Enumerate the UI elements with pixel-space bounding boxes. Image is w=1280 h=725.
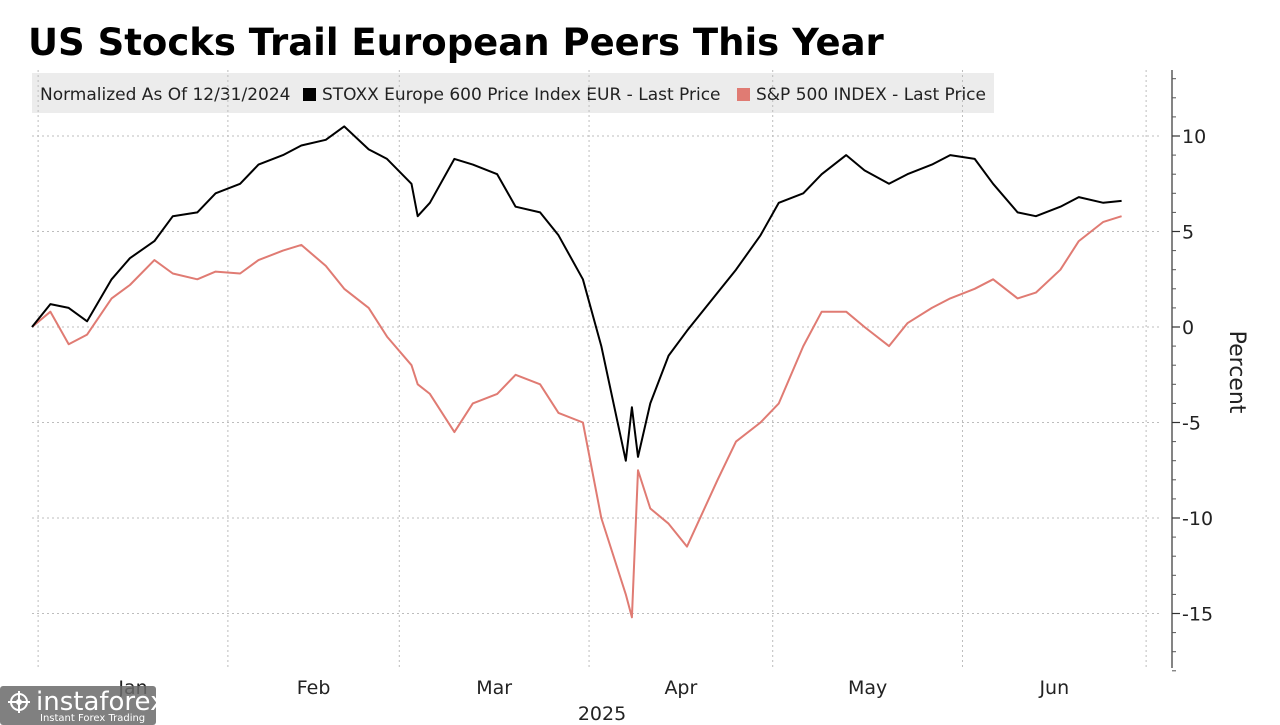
watermark: instaforex Instant Forex Trading [0,686,165,725]
series-lines [31,125,1122,619]
y-tick-label: -15 [1182,604,1213,626]
watermark-background [0,686,156,725]
legend-bar [32,73,994,113]
series-line-sp500 [31,215,1122,619]
x-month-label: May [848,677,887,699]
y-axis-title: Percent [1224,331,1249,414]
y-tick-label: -5 [1182,413,1201,435]
x-month-label: Mar [476,677,512,699]
legend-label-stoxx: STOXX Europe 600 Price Index EUR - Last … [322,85,721,105]
x-month-label: Jun [1038,677,1069,699]
gridlines [32,70,1160,668]
x-axis-year: 2025 [578,703,626,725]
x-month-label: Apr [664,677,697,699]
chart-title: US Stocks Trail European Peers This Year [28,21,885,64]
y-tick-label: 10 [1182,126,1206,148]
watermark-brand: instaforex [36,687,165,717]
legend-label-sp500: S&P 500 INDEX - Last Price [756,85,986,105]
series-line-stoxx [31,125,1122,462]
legend-header: Normalized As Of 12/31/2024 [40,85,290,105]
y-tick-label: 5 [1182,222,1194,244]
y-tick-label: -10 [1182,508,1213,530]
y-axis-ticks: 10 5 0 -5 -10 -15 [1172,78,1213,672]
watermark-tagline: Instant Forex Trading [40,713,145,724]
legend-swatch-stoxx [303,88,316,101]
x-month-label: Feb [297,677,331,699]
legend-swatch-sp500 [737,88,750,101]
instaforex-logo-icon [8,691,30,713]
x-axis-months: JanFebMarAprMayJun [117,677,1069,699]
y-tick-label: 0 [1182,317,1194,339]
